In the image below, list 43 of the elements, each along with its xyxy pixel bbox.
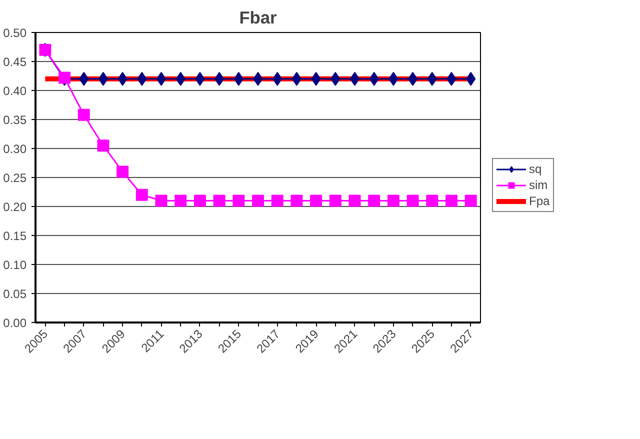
legend-label: Fpa: [529, 194, 550, 208]
point: [464, 194, 477, 207]
y-tick-label: 0.05: [3, 287, 27, 301]
chart-title: Fbar: [239, 8, 278, 28]
point: [445, 194, 458, 207]
point: [466, 72, 476, 86]
y-tick-label: 0.30: [3, 142, 27, 156]
point: [290, 194, 303, 207]
point: [408, 72, 418, 86]
point: [292, 72, 302, 86]
point: [252, 194, 264, 207]
point: [426, 194, 438, 207]
point: [214, 72, 224, 86]
y-tick-label: 0.25: [3, 171, 27, 185]
y-tick-label: 0.20: [3, 200, 27, 214]
y-tick-label: 0.45: [3, 55, 27, 69]
point: [155, 194, 168, 207]
y-tick-label: 0.50: [3, 26, 27, 40]
point: [310, 194, 322, 207]
point: [174, 194, 187, 207]
legend-label: sim: [529, 178, 549, 192]
point: [350, 72, 360, 86]
point: [213, 194, 226, 207]
y-tick-label: 0.00: [3, 316, 27, 330]
point: [406, 194, 419, 207]
y-tick-label: 0.40: [3, 84, 27, 98]
y-tick-label: 0.10: [3, 258, 27, 272]
point: [387, 194, 400, 207]
y-tick-label: 0.35: [3, 113, 27, 127]
point: [116, 166, 129, 178]
point: [348, 194, 361, 207]
legend-label: sq: [529, 162, 543, 176]
point: [368, 194, 380, 207]
point: [329, 194, 342, 207]
point: [98, 72, 108, 86]
y-tick-label: 0.15: [3, 229, 27, 243]
point: [156, 72, 166, 86]
point: [78, 108, 90, 121]
point: [136, 188, 148, 201]
point: [97, 140, 110, 152]
point: [271, 194, 284, 207]
point: [194, 194, 206, 207]
point: [232, 194, 245, 207]
